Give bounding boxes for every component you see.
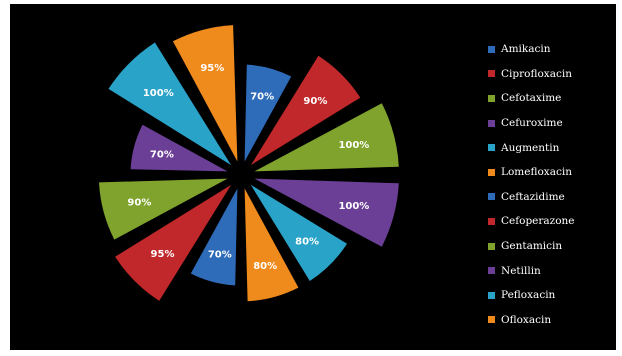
pie-slice-lomefloxacin <box>244 188 299 302</box>
legend-item-ciprofloxacin: Ciprofloxacin <box>488 62 612 87</box>
legend-label: Cefotaxime <box>501 92 562 105</box>
pie-slice-cefotaxime <box>254 103 399 172</box>
legend-swatch <box>488 291 495 299</box>
pie-slice-ciprofloxacin <box>250 55 361 166</box>
pie-slice-augmentin <box>250 184 347 281</box>
legend-item-netillin: Netillin <box>488 258 612 283</box>
legend-swatch <box>488 316 495 324</box>
legend-swatch <box>488 94 495 102</box>
legend-swatch <box>488 144 495 152</box>
legend-swatch <box>488 217 495 225</box>
data-label-gentamicin: 90% <box>127 198 151 209</box>
legend-item-ceftazidime: Ceftazidime <box>488 185 612 210</box>
pie-slice-amikacin <box>244 64 292 162</box>
legend-swatch <box>488 242 495 250</box>
pie-slice-netillin <box>130 124 228 172</box>
pie-slice-pefloxacin <box>108 42 232 166</box>
legend-item-augmentin: Augmentin <box>488 135 612 160</box>
legend-label: Netillin <box>501 264 541 277</box>
pie-slice-cefuroxime <box>254 178 399 247</box>
legend-label: Ciprofloxacin <box>501 67 572 80</box>
legend-item-cefotaxime: Cefotaxime <box>488 86 612 111</box>
legend-item-gentamicin: Gentamicin <box>488 234 612 259</box>
data-label-cefoperazone: 95% <box>151 249 175 260</box>
pie-slice-ceftazidime <box>190 188 238 286</box>
legend: Amikacin Ciprofloxacin Cefotaxime Cefuroxim… <box>488 37 612 332</box>
chart-area: 70% 90% 100% 100% 80% 80% 70% 95% 90% 70% 100% 95% … <box>10 4 616 350</box>
legend-label: Ceftazidime <box>501 190 565 203</box>
legend-label: Augmentin <box>501 141 560 154</box>
legend-label: Pefloxacin <box>501 289 556 302</box>
legend-swatch <box>488 119 495 127</box>
data-label-ciprofloxacin: 90% <box>303 96 327 107</box>
legend-swatch <box>488 70 495 78</box>
data-label-netillin: 70% <box>150 149 174 160</box>
legend-item-cefuroxime: Cefuroxime <box>488 111 612 136</box>
legend-item-pefloxacin: Pefloxacin <box>488 283 612 308</box>
legend-item-lomefloxacin: Lomefloxacin <box>488 160 612 185</box>
legend-label: Gentamicin <box>501 240 563 253</box>
legend-swatch <box>488 168 495 176</box>
data-label-cefuroxime: 100% <box>338 201 369 212</box>
legend-label: Cefuroxime <box>501 117 563 130</box>
data-label-amikacin: 70% <box>250 91 274 102</box>
legend-swatch <box>488 267 495 275</box>
legend-label: Amikacin <box>501 43 551 56</box>
data-label-ofloxacin: 95% <box>200 63 224 74</box>
pie-slice-cefoperazone <box>115 184 232 301</box>
legend-item-amikacin: Amikacin <box>488 37 612 62</box>
pie-slice-ofloxacin <box>172 25 238 162</box>
legend-item-ofloxacin: Ofloxacin <box>488 308 612 333</box>
data-label-cefotaxime: 100% <box>338 140 369 151</box>
data-label-pefloxacin: 100% <box>143 88 174 99</box>
legend-label: Lomefloxacin <box>501 166 572 179</box>
data-label-ceftazidime: 70% <box>208 250 232 261</box>
legend-swatch <box>488 45 495 53</box>
data-label-augmentin: 80% <box>295 237 319 248</box>
data-label-lomefloxacin: 80% <box>253 261 277 272</box>
legend-swatch <box>488 193 495 201</box>
legend-label: Ofloxacin <box>501 313 552 326</box>
pie-slice-gentamicin <box>99 178 228 240</box>
legend-label: Cefoperazone <box>501 215 575 228</box>
pie-chart: 70% 90% 100% 100% 80% 80% 70% 95% 90% 70% 100% 95% <box>99 25 399 302</box>
legend-item-cefoperazone: Cefoperazone <box>488 209 612 234</box>
